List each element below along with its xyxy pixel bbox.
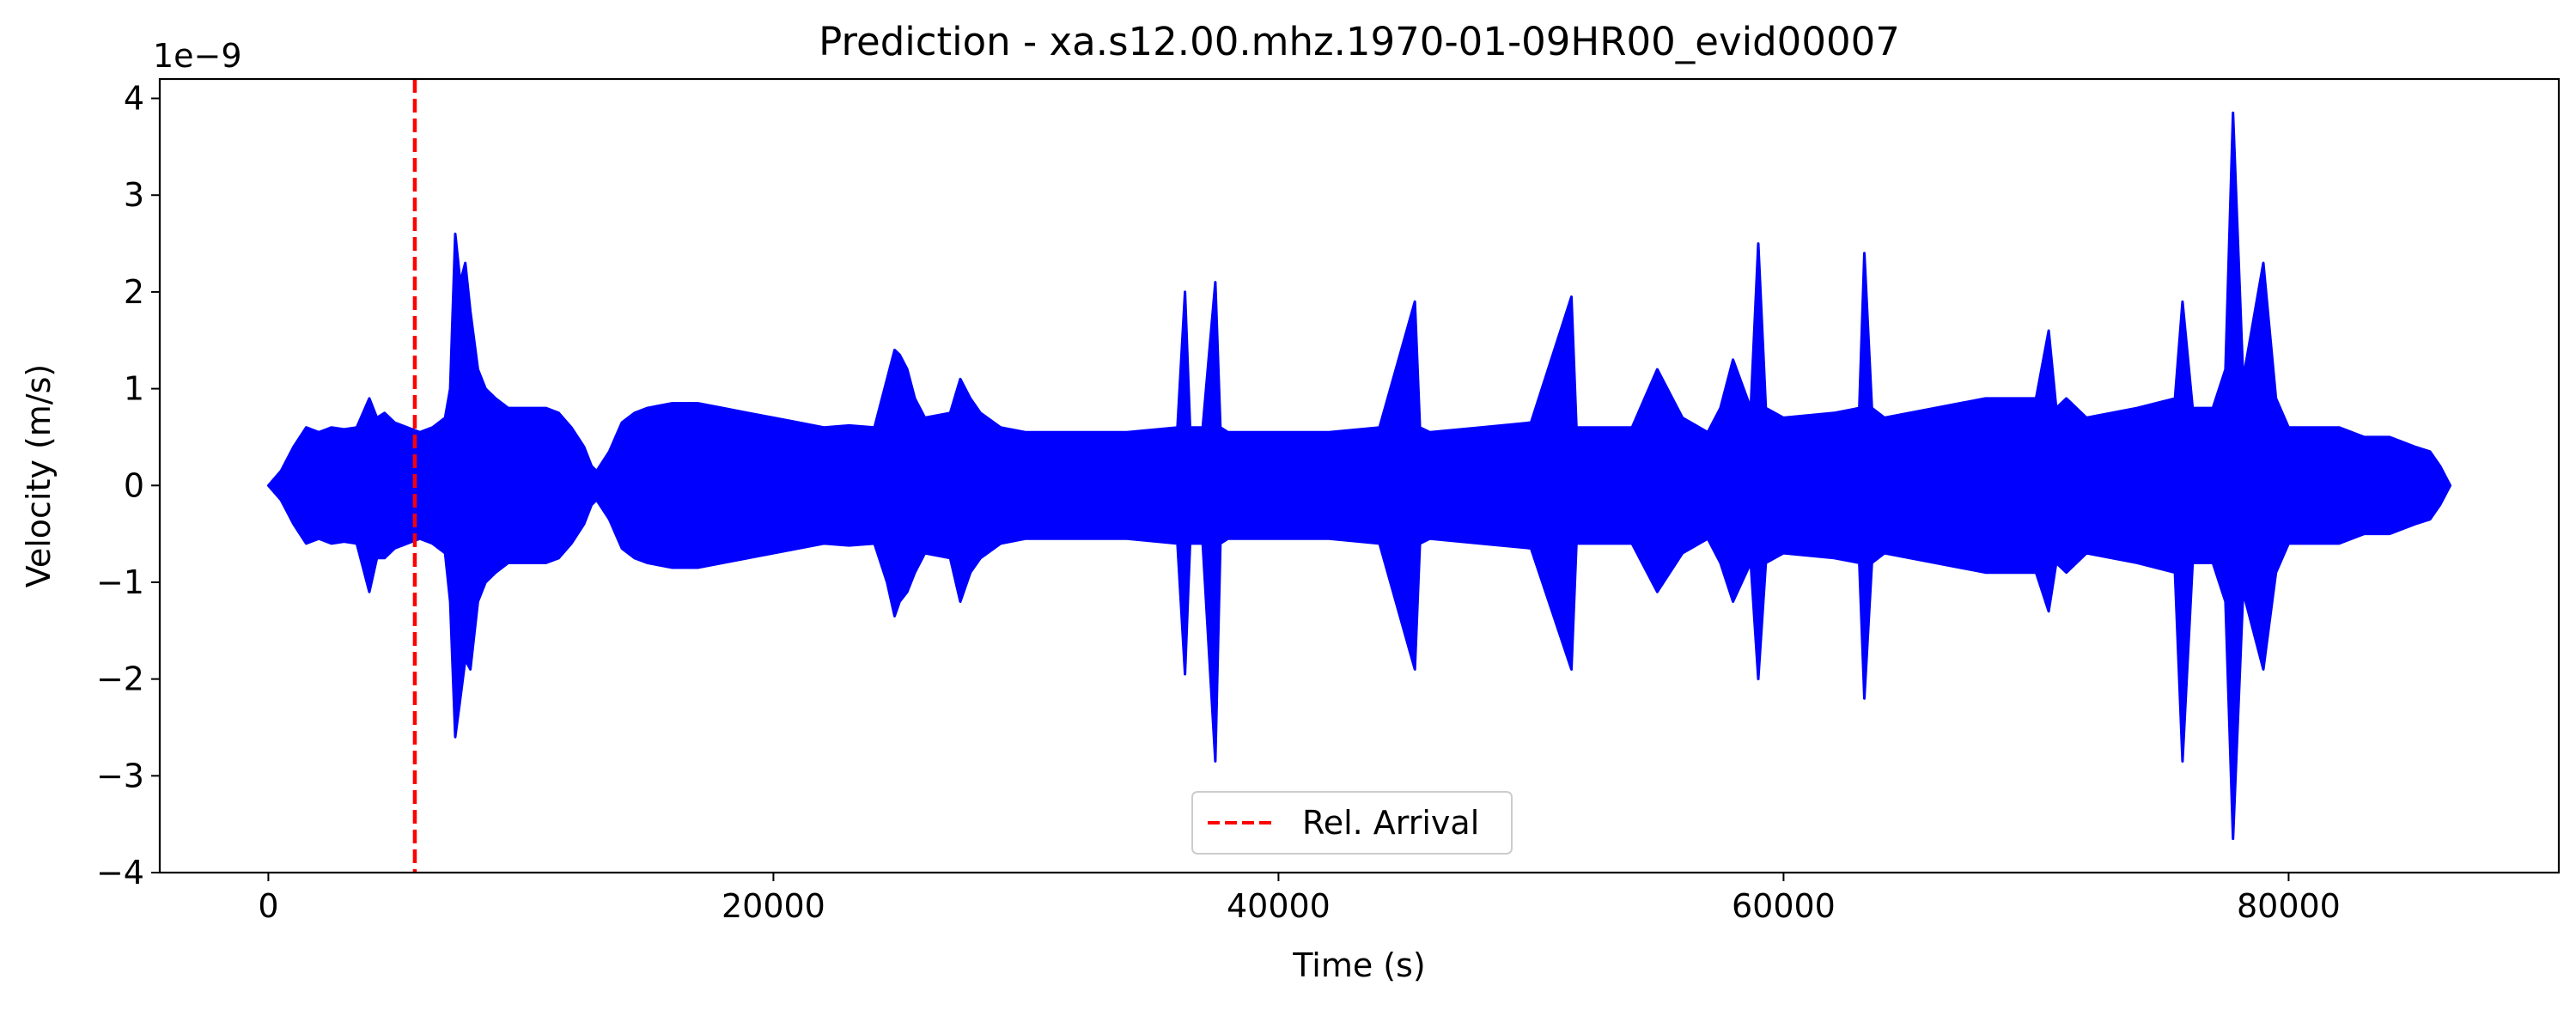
legend-label-rel-arrival: Rel. Arrival <box>1302 804 1479 842</box>
plot-area <box>266 79 2452 873</box>
y-tick-label: 3 <box>124 176 144 214</box>
x-tick-label: 0 <box>258 887 278 925</box>
y-axis-offset-label: 1e−9 <box>153 37 242 75</box>
axes-frame <box>158 77 2561 874</box>
series-signal-envelope <box>266 111 2452 841</box>
x-tick-label: 20000 <box>722 887 825 925</box>
x-tick-label: 60000 <box>1732 887 1836 925</box>
chart-title: Prediction - xa.s12.00.mhz.1970-01-09HR0… <box>819 19 1900 64</box>
y-tick-label: 4 <box>124 80 144 118</box>
axis-ticks: 0 20000 40000 60000 80000 −4 −3 −2 −1 0 1 2 3 4 <box>96 80 2341 925</box>
x-tick-label: 80000 <box>2237 887 2341 925</box>
y-tick-label: −2 <box>96 660 144 698</box>
y-tick-label: 0 <box>124 466 144 504</box>
y-tick-label: 1 <box>124 370 144 408</box>
y-axis-label: Velocity (m/s) <box>20 364 58 587</box>
y-tick-label: −1 <box>96 563 144 601</box>
x-tick-label: 40000 <box>1227 887 1331 925</box>
y-tick-label: −3 <box>96 757 144 794</box>
legend-box <box>1191 791 1513 855</box>
y-tick-label: −4 <box>96 854 144 891</box>
y-tick-label: 2 <box>124 273 144 311</box>
legend: Rel. Arrival <box>1191 791 1513 855</box>
x-axis-label: Time (s) <box>1292 946 1426 984</box>
